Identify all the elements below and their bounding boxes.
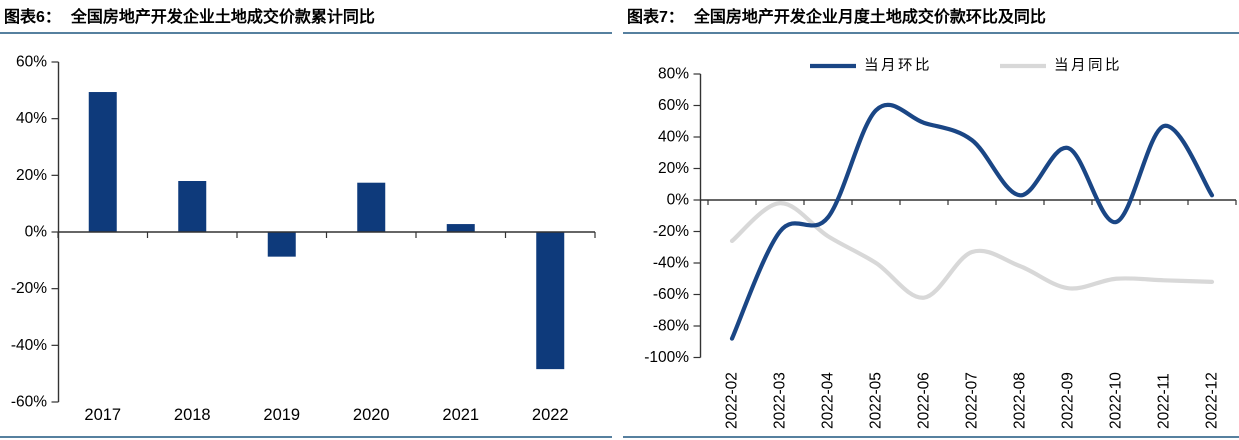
legend-label-yoy: 当月同比 — [1054, 57, 1122, 74]
y-tick-label: -60% — [11, 394, 47, 411]
x-tick-label: 2022-09 — [1060, 372, 1077, 429]
x-tick-label: 2022-06 — [916, 372, 933, 429]
figure6-title: 全国房地产开发企业土地成交价款累计同比 — [70, 9, 375, 26]
y-tick-label: 40% — [16, 110, 47, 127]
bar-2021 — [446, 224, 475, 232]
figure6-header: 图表6： 全国房地产开发企业土地成交价款累计同比 — [0, 0, 612, 34]
x-tick-label: 2020 — [353, 406, 390, 424]
x-tick-label: 2022-11 — [1156, 373, 1173, 429]
bar-2020 — [357, 182, 386, 232]
figure7-line-chart: 80% 60% 40% 20% 0% -20% -40% -60% -80% -100% 2022-… — [644, 57, 1237, 429]
line-series-yoy — [729, 201, 1215, 300]
x-tick-label: 2021 — [442, 406, 479, 424]
figure7-chart-area: 80% 60% 40% 20% 0% -20% -40% -60% -80% -100% 2022-… — [623, 36, 1239, 439]
y-tick-label: -80% — [653, 318, 689, 335]
y-tick-label: 20% — [16, 167, 47, 184]
figure7-panel: 图表7： 全国房地产开发企业月度土地成交价款环比及同比 80% 60% 40% 20%… — [623, 0, 1239, 440]
bar-2017 — [88, 92, 117, 233]
x-tick-label: 2022-03 — [772, 372, 789, 429]
x-tick-label: 2022-02 — [724, 372, 741, 429]
y-tick-label: -60% — [653, 286, 689, 303]
y-tick-label: 20% — [658, 160, 689, 177]
figure6-bottom-rule — [0, 436, 612, 438]
y-tick-label: 60% — [658, 97, 689, 114]
x-tick-label: 2022 — [532, 406, 569, 424]
x-tick-label: 2022-08 — [1012, 372, 1029, 429]
line-series-mom — [729, 102, 1215, 341]
y-tick-label: 80% — [658, 66, 689, 83]
y-tick-label: 0% — [25, 224, 48, 241]
figure6-panel: 图表6： 全国房地产开发企业土地成交价款累计同比 60% 40% 20% 0% -20%… — [0, 0, 612, 440]
y-tick-label: 40% — [658, 129, 689, 146]
y-tick-label: 60% — [16, 54, 47, 71]
figure6-chart-area: 60% 40% 20% 0% -20% -40% -60% 2017 2018 2019 2020 2… — [0, 36, 612, 439]
figure6-bar-chart: 60% 40% 20% 0% -20% -40% -60% 2017 2018 2019 2020 2… — [11, 54, 596, 424]
figure7-bottom-rule — [623, 436, 1239, 438]
y-tick-label: -20% — [11, 280, 47, 297]
figure7-title: 全国房地产开发企业月度土地成交价款环比及同比 — [693, 9, 1046, 26]
bar-2019 — [267, 232, 296, 257]
y-tick-label: -40% — [653, 255, 689, 272]
y-tick-label: -40% — [11, 337, 47, 354]
figure7-label: 图表7： — [627, 9, 684, 26]
x-tick-label: 2022-05 — [868, 372, 885, 429]
y-tick-label: -100% — [644, 349, 689, 366]
x-tick-label: 2018 — [174, 406, 211, 424]
y-tick-label: 0% — [667, 192, 690, 209]
x-tick-label: 2019 — [263, 406, 300, 424]
x-tick-label: 2022-12 — [1204, 372, 1221, 429]
legend-label-mom: 当月环比 — [864, 57, 932, 74]
figure7-header: 图表7： 全国房地产开发企业月度土地成交价款环比及同比 — [623, 0, 1239, 34]
x-tick-label: 2022-10 — [1108, 372, 1125, 429]
y-tick-label: -20% — [653, 223, 689, 240]
figure6-label: 图表6： — [4, 9, 61, 26]
bar-2022 — [536, 232, 565, 370]
x-tick-label: 2017 — [84, 406, 121, 424]
x-tick-label: 2022-07 — [964, 372, 981, 429]
bar-2018 — [178, 181, 207, 232]
x-tick-label: 2022-04 — [820, 372, 837, 429]
